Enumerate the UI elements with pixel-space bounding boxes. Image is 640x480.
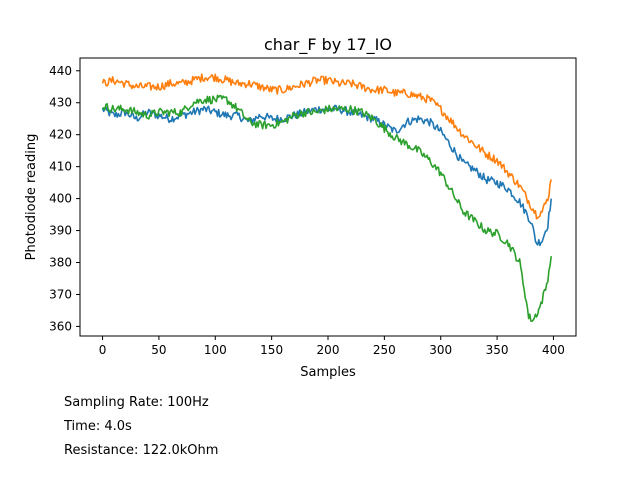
y-tick-label: 380 — [49, 256, 72, 270]
y-tick-label: 390 — [49, 224, 72, 238]
series-layer — [101, 73, 552, 322]
x-tick-label: 200 — [317, 343, 340, 357]
x-axis: 0 50 100 150 200 250 300 350 400 — [99, 336, 565, 357]
y-tick-label: 400 — [49, 192, 72, 206]
y-tick-label: 430 — [49, 96, 72, 110]
x-tick-label: 250 — [373, 343, 396, 357]
y-tick-label: 370 — [49, 287, 72, 301]
resistance-note: Resistance: 122.0kOhm — [64, 443, 219, 458]
series-line-2 — [101, 73, 552, 220]
x-tick-label: 150 — [260, 343, 283, 357]
series-line-3 — [102, 94, 552, 322]
y-tick-label: 440 — [49, 64, 72, 78]
y-tick-label: 420 — [49, 128, 72, 142]
x-tick-label: 400 — [542, 343, 565, 357]
plot-frame — [79, 57, 577, 337]
y-tick-label: 410 — [49, 160, 72, 174]
y-tick-label: 360 — [49, 319, 72, 333]
x-tick-label: 300 — [429, 343, 452, 357]
x-axis-label: Samples — [300, 365, 356, 380]
x-tick-label: 100 — [204, 343, 227, 357]
time-note: Time: 4.0s — [64, 419, 132, 434]
series-line-1 — [101, 104, 552, 247]
y-axis: 360 370 380 390 400 410 420 430 440 — [49, 64, 80, 333]
sampling-rate-note: Sampling Rate: 100Hz — [64, 395, 209, 410]
chart-title: char_F by 17_IO — [264, 35, 392, 55]
y-axis-label: Photodiode reading — [24, 134, 39, 261]
x-tick-label: 50 — [151, 343, 166, 357]
x-tick-label: 350 — [486, 343, 509, 357]
x-tick-label: 0 — [99, 343, 107, 357]
